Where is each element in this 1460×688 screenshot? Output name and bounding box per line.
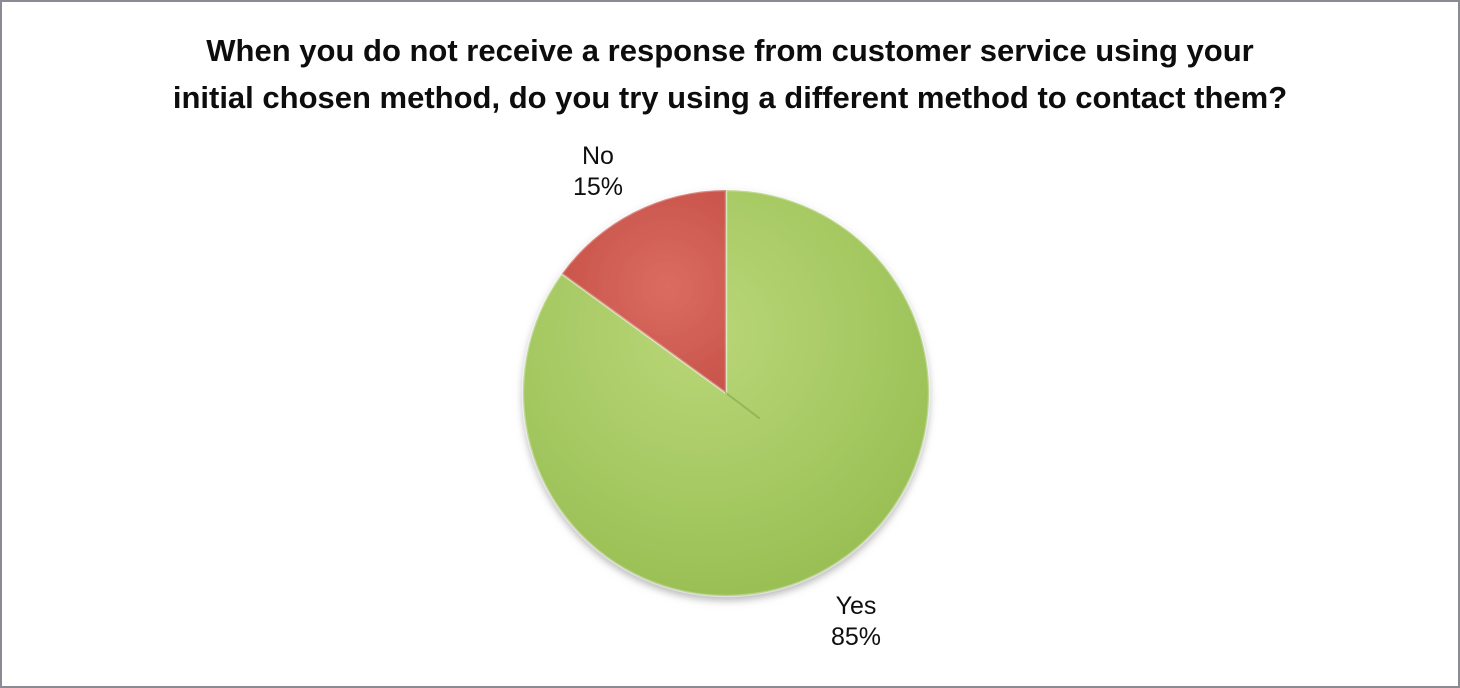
chart-title-line1: When you do not receive a response from … [206,33,1254,68]
pie-slice-no [560,188,728,395]
slice-label-no: No 15% [573,141,623,203]
slice-label-yes-percent: 85% [830,623,882,651]
slice-label-no-name: No [582,142,614,170]
chart-title: When you do not receive a response from … [2,27,1458,121]
slice-label-yes-name: Yes [835,592,877,620]
pie [521,188,931,598]
chart-title-line2: initial chosen method, do you try using … [172,80,1288,115]
slice-label-no-percent: 15% [572,173,624,201]
slice-label-yes: Yes 85% [831,591,881,653]
pie-bevel-crease [725,392,760,419]
